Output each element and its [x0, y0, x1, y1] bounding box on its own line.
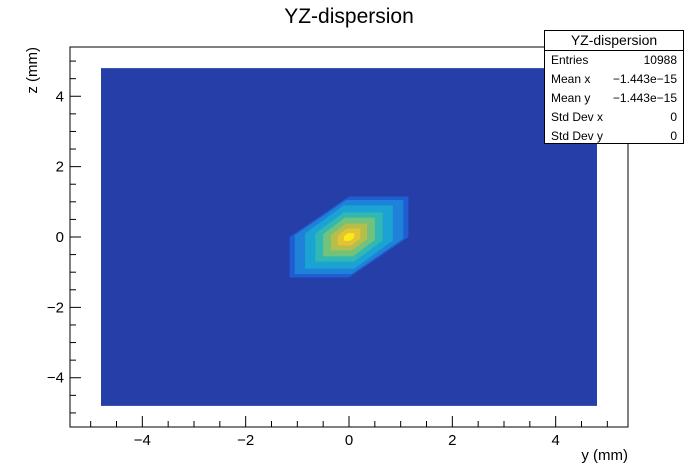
y-tick-label: 2 — [56, 159, 64, 176]
stats-row: Mean y −1.443e−15 — [545, 89, 683, 108]
heatmap-contours — [289, 196, 409, 278]
stats-row: Std Dev x 0 — [545, 108, 683, 127]
stats-box-title: YZ-dispersion — [545, 31, 683, 51]
stats-row: Mean x −1.443e−15 — [545, 70, 683, 89]
x-axis-ticks: −4 −2 0 2 4 — [90, 416, 608, 449]
y-axis-title: z (mm) — [24, 47, 41, 94]
stats-row-value: −1.443e−15 — [612, 91, 677, 105]
stats-row: Std Dev y 0 — [545, 127, 683, 146]
x-tick-label: −4 — [134, 432, 151, 449]
stats-row-label: Std Dev y — [551, 129, 604, 143]
y-tick-label: −4 — [47, 370, 64, 387]
stats-row-value: 0 — [670, 129, 677, 143]
stats-box: YZ-dispersion Entries 10988 Mean x −1.443e−… — [544, 30, 684, 144]
y-axis-ticks: −4 −2 0 2 4 — [47, 60, 81, 414]
stats-row: Entries 10988 — [545, 51, 683, 70]
stats-row-label: Entries — [551, 53, 589, 67]
contour-level-8 — [343, 233, 355, 241]
x-tick-label: −2 — [237, 432, 254, 449]
x-axis-title: y (mm) — [581, 447, 628, 464]
x-tick-label: 2 — [448, 432, 456, 449]
y-tick-label: 4 — [56, 88, 64, 105]
stats-row-label: Mean y — [551, 91, 591, 105]
stats-row-value: 10988 — [643, 53, 677, 67]
chart-title: YZ-dispersion — [284, 5, 414, 28]
y-tick-label: −2 — [47, 299, 64, 316]
stats-box-rows: Entries 10988 Mean x −1.443e−15 Mean y −1.443… — [545, 51, 683, 146]
x-tick-label: 0 — [345, 432, 353, 449]
x-tick-label: 4 — [551, 432, 559, 449]
stats-row-value: −1.443e−15 — [612, 72, 677, 86]
y-tick-label: 0 — [56, 229, 64, 246]
stats-row-label: Mean x — [551, 72, 591, 86]
stats-row-label: Std Dev x — [551, 110, 604, 124]
stats-row-value: 0 — [670, 110, 677, 124]
